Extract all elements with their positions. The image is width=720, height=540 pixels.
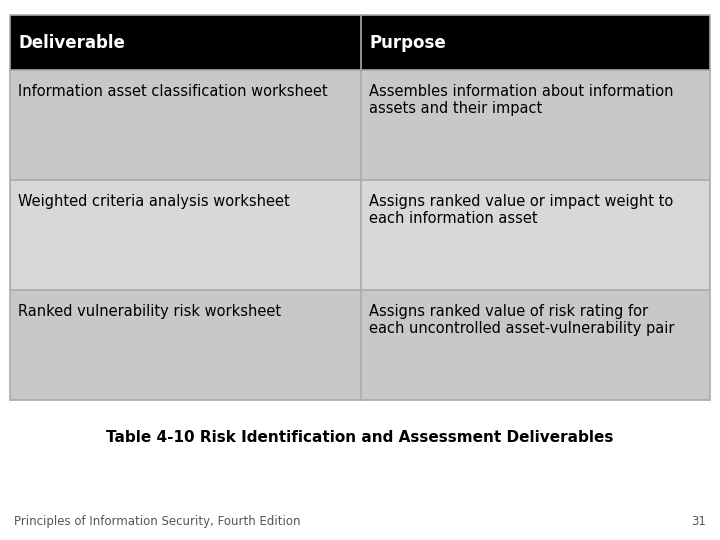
Text: Weighted criteria analysis worksheet: Weighted criteria analysis worksheet: [18, 194, 289, 209]
Text: Assigns ranked value of risk rating for
each uncontrolled asset-vulnerability pa: Assigns ranked value of risk rating for …: [369, 304, 675, 336]
Bar: [10, 70, 361, 180]
Text: Information asset classification worksheet: Information asset classification workshe…: [18, 84, 328, 99]
Text: Ranked vulnerability risk worksheet: Ranked vulnerability risk worksheet: [18, 304, 281, 319]
Text: Deliverable: Deliverable: [18, 33, 125, 51]
Text: Purpose: Purpose: [369, 33, 446, 51]
Bar: [361, 180, 710, 290]
Text: Assembles information about information
assets and their impact: Assembles information about information …: [369, 84, 674, 117]
Text: Assigns ranked value or impact weight to
each information asset: Assigns ranked value or impact weight to…: [369, 194, 674, 226]
Text: Principles of Information Security, Fourth Edition: Principles of Information Security, Four…: [14, 515, 300, 528]
Bar: [361, 15, 710, 70]
Text: 31: 31: [691, 515, 706, 528]
Bar: [361, 70, 710, 180]
Bar: [10, 15, 710, 400]
Text: Table 4-10 Risk Identification and Assessment Deliverables: Table 4-10 Risk Identification and Asses…: [107, 430, 613, 445]
Bar: [10, 180, 361, 290]
Bar: [10, 290, 361, 400]
Bar: [10, 15, 361, 70]
Bar: [361, 290, 710, 400]
